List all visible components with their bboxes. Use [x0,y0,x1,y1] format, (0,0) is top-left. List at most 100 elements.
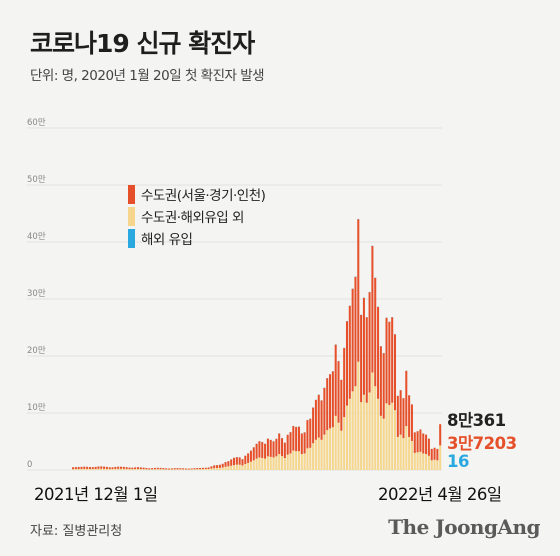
bar-non-capital [103,468,106,470]
bar-non-capital [419,451,422,470]
bar-non-capital [281,456,284,470]
bar-non-capital [153,469,156,470]
bar-capital [377,306,380,399]
bar-non-capital [213,468,216,470]
bar-non-capital [111,468,114,470]
bar-non-capital [83,468,86,470]
bar-capital [348,305,351,399]
bar-capital [120,466,123,469]
bar-non-capital [292,450,295,470]
bar-capital [86,466,89,469]
bar-non-capital [168,469,171,470]
bar-capital [326,378,329,431]
bar-capital [187,468,190,470]
x-end-label: 2022년 4월 26일 [378,485,502,504]
bar-capital [331,371,334,428]
bar-non-capital [266,456,269,470]
bar-capital [393,334,397,411]
bar-capital [72,467,75,470]
bar-non-capital [289,453,292,470]
bar-non-capital [433,459,436,470]
bar-capital [281,438,284,457]
bar-non-capital [125,468,128,470]
bar-capital [156,467,159,470]
bar-non-capital [303,453,306,470]
bar-non-capital [430,460,433,470]
bar-capital [252,447,255,461]
bar-capital [334,344,337,416]
bar-non-capital [193,469,196,470]
bar-non-capital [170,469,173,470]
bar-non-capital [128,469,131,470]
bar-capital [216,465,219,468]
bar-capital [258,441,261,458]
bar-non-capital [439,445,442,470]
bar-capital [255,443,258,459]
bar-capital [410,404,413,441]
bar-capital [111,467,114,469]
bar-capital [413,432,416,453]
bar-non-capital [224,466,227,470]
bar-capital [134,467,137,470]
bar-capital [159,467,162,470]
bar-non-capital [329,428,332,470]
legend-item-overseas: 해외 유입 [128,227,265,249]
bar-non-capital [348,398,351,470]
bar-non-capital [272,457,275,470]
bar-non-capital [377,398,380,470]
bar-non-capital [351,391,354,470]
bar-non-capital [204,469,207,470]
bar-non-capital [120,468,123,470]
bar-capital [176,468,179,470]
bar-capital [278,433,281,455]
bar-capital [266,438,269,457]
bar-non-capital [105,468,108,470]
bar-non-capital [416,452,419,470]
bar-non-capital [283,458,286,470]
bar-non-capital [408,436,411,470]
annotation-overseas: 16 [447,452,469,471]
bar-non-capital [187,469,190,470]
bar-non-capital [145,469,148,470]
bar-non-capital [362,394,365,470]
bar-capital [168,468,171,470]
bar-capital [100,466,103,469]
bar-non-capital [159,469,162,470]
bar-non-capital [382,418,385,470]
bar-capital [312,407,315,444]
bar-non-capital [74,469,77,470]
source-note: 자료: 질병관리청 [30,524,123,539]
bar-non-capital [252,460,255,470]
bar-capital [151,468,154,470]
bar-capital [128,467,131,470]
bar-capital [227,461,230,467]
bar-non-capital [72,469,75,470]
bar-capital [207,467,210,469]
bar-non-capital [345,405,348,470]
bar-non-capital [343,416,346,470]
y-tick-label: 50만 [27,175,46,185]
bar-non-capital [77,469,80,470]
bar-non-capital [388,405,391,470]
bar-non-capital [244,464,247,470]
bar-capital [337,361,340,423]
bar-non-capital [360,402,363,470]
legend: 수도권(서울·경기·인천) 수도권·해외유입 외 해외 유입 [128,183,266,249]
bar-non-capital [379,415,382,470]
bar-non-capital [393,410,397,470]
bar-capital [360,314,363,403]
bar-capital [388,321,391,406]
bar-non-capital [235,464,238,470]
bar-capital [131,467,134,470]
bar-non-capital [241,465,244,470]
bar-non-capital [264,458,267,470]
legend-label-overseas: 해외 유입 [141,232,193,248]
bar-capital [232,457,236,466]
bar-non-capital [405,426,408,470]
bar-capital [199,468,202,470]
bar-capital [314,399,317,440]
chart-subtitle: 단위: 명, 2020년 1월 20일 첫 확진자 발생 [30,68,265,84]
bar-capital [264,443,267,459]
bar-capital [193,468,196,470]
